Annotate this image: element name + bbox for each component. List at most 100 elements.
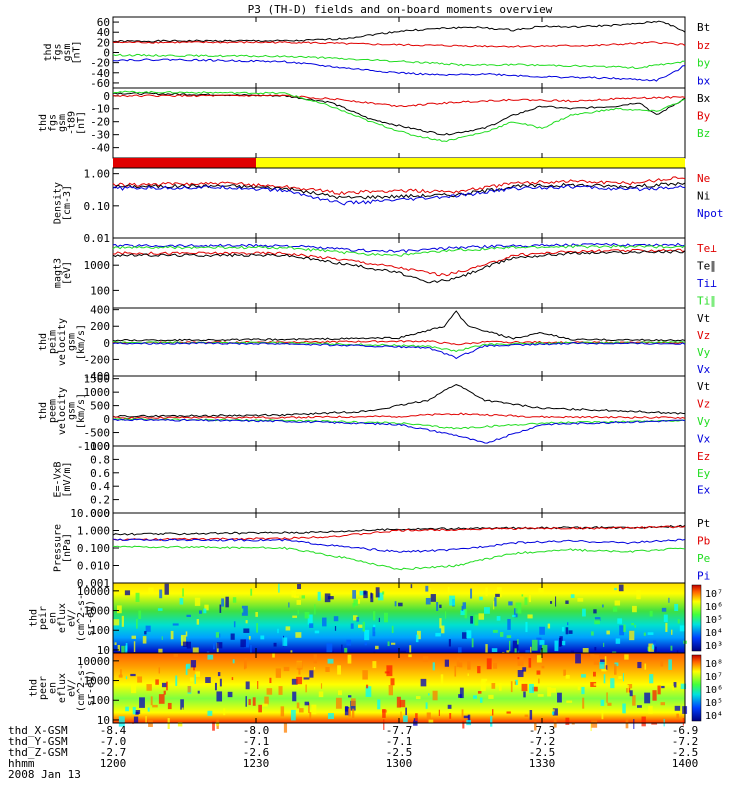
time-row-value: -8.0 bbox=[243, 724, 270, 737]
y-tick-label: 10 bbox=[97, 714, 110, 727]
spectrogram-cell bbox=[422, 656, 429, 662]
spectrogram-cell bbox=[643, 632, 646, 636]
spectrogram-cell bbox=[512, 614, 516, 618]
panel-frame bbox=[112, 167, 686, 239]
spectrogram-cell bbox=[478, 613, 485, 620]
spectrogram-cell bbox=[591, 631, 594, 636]
y-tick-label: 100 bbox=[90, 284, 110, 297]
panels: 6040200-20-40-60thdfgsgsm[nT]Btbzbybx0-1… bbox=[29, 16, 724, 733]
spectrogram-cell bbox=[373, 611, 376, 621]
y-label-line: en bbox=[48, 682, 59, 694]
spectrogram-cell bbox=[227, 691, 233, 698]
spectrogram-cell bbox=[170, 630, 174, 640]
y-label-line: Density bbox=[52, 182, 63, 224]
spectrogram-cell bbox=[460, 609, 467, 616]
spectrogram-cell bbox=[383, 612, 388, 623]
spectrogram-cell bbox=[131, 685, 137, 694]
spectrogram-cell bbox=[350, 623, 354, 629]
y-tick-label: 0.6 bbox=[90, 467, 110, 480]
spectrogram-cell bbox=[491, 709, 494, 716]
spectrogram-cell bbox=[593, 671, 596, 677]
spectrogram-cell bbox=[523, 691, 526, 698]
y-label-line: peir bbox=[38, 606, 49, 630]
spectrogram-cell bbox=[121, 645, 125, 657]
spectrogram-cell bbox=[296, 661, 303, 670]
spectrogram-cell bbox=[485, 587, 488, 597]
spectrogram-cell bbox=[148, 720, 153, 727]
spectrogram-cell bbox=[278, 686, 283, 695]
panel0-legend-2: by bbox=[697, 57, 711, 70]
spectrogram-cell bbox=[272, 653, 275, 658]
spectrogram-cell bbox=[558, 638, 562, 647]
spectrogram-cell bbox=[269, 677, 272, 684]
spectrogram-cell bbox=[516, 639, 519, 645]
spectrogram-cell bbox=[521, 683, 528, 692]
y-label-line: peer bbox=[38, 676, 49, 700]
spectrogram-cell bbox=[428, 693, 430, 696]
spectrogram-cell bbox=[195, 671, 201, 677]
spectrogram-cell bbox=[561, 626, 565, 632]
panel3-legend-0: Ne bbox=[697, 172, 710, 185]
spectrogram-cell bbox=[161, 682, 168, 688]
y-label-line: (cm^2-s- bbox=[76, 664, 87, 712]
y-tick-label: 0 bbox=[103, 337, 110, 350]
spectrogram-cell bbox=[244, 658, 247, 669]
spectrogram-cell bbox=[365, 686, 372, 697]
spectrogram-cell bbox=[624, 654, 629, 660]
spectrogram-cell bbox=[581, 674, 586, 678]
spectrogram-cell bbox=[241, 608, 244, 613]
time-axis: thd_X-GSM -8.4 -8.0 -7.7 -7.3 -6.9 thd_Y-GSM -7… bbox=[8, 724, 698, 770]
spectrogram-cell bbox=[391, 625, 394, 634]
spectrogram-cell bbox=[428, 719, 434, 724]
series-line-Te∥ bbox=[112, 250, 686, 284]
series-line-Vz bbox=[112, 412, 686, 420]
spectrogram-cell bbox=[590, 654, 595, 660]
spectrogram-cell bbox=[353, 599, 358, 606]
panel6-legend-3: Vx bbox=[697, 433, 711, 446]
spectrogram-cell bbox=[305, 684, 307, 693]
spectrogram-cell bbox=[466, 630, 472, 639]
panel8-legend-1: Pb bbox=[697, 535, 710, 548]
spectrogram-cell bbox=[493, 601, 495, 610]
spectrogram-cell bbox=[396, 696, 401, 708]
y-label-line: [nPa] bbox=[62, 533, 73, 563]
y-tick-label: 0.01 bbox=[84, 232, 111, 245]
y-label-line: eV/ bbox=[67, 679, 78, 697]
colorbar-tick: 10⁶ bbox=[705, 685, 723, 696]
y-tick-label: -500 bbox=[84, 427, 111, 440]
time-row-value: 1400 bbox=[672, 757, 699, 770]
panel4-legend-2: Ti⊥ bbox=[697, 277, 717, 290]
y-tick-label: 0.100 bbox=[77, 542, 110, 555]
y-tick-label: 1.00 bbox=[84, 168, 111, 181]
panel3-legend-2: Npot bbox=[697, 207, 724, 220]
y-tick-label: 0.001 bbox=[77, 577, 110, 590]
panel5-legend-3: Vx bbox=[697, 363, 711, 376]
spectrogram-cell bbox=[133, 641, 136, 652]
spectrogram-cell bbox=[594, 647, 597, 651]
y-label-line: velocity bbox=[57, 387, 68, 435]
spectrogram-cell bbox=[426, 712, 431, 720]
panel-frame bbox=[112, 237, 686, 309]
spectrogram-cell bbox=[166, 681, 168, 691]
spectrogram-cell bbox=[644, 663, 647, 670]
y-label-line: E=-VxB bbox=[52, 461, 63, 497]
spectrogram-cell bbox=[124, 590, 131, 596]
y-label-line: sr-eV) bbox=[86, 670, 97, 706]
spectrogram-cell bbox=[486, 658, 492, 670]
spectrogram-cell bbox=[248, 635, 251, 640]
spectrogram-cell bbox=[135, 710, 141, 714]
spectrogram-cell bbox=[390, 678, 395, 686]
spectrogram-cell bbox=[320, 683, 323, 689]
spectrogram-cell bbox=[198, 610, 202, 614]
spectrogram-cell bbox=[673, 682, 677, 688]
spectrogram-cell bbox=[459, 687, 464, 699]
panel-frame bbox=[112, 445, 686, 514]
panel0-legend-0: Bt bbox=[697, 21, 710, 34]
spectrogram-cell bbox=[515, 602, 522, 614]
panel4-legend-0: Te⊥ bbox=[697, 242, 717, 255]
spectrogram-cell bbox=[148, 587, 154, 594]
spectrogram-cell bbox=[232, 659, 235, 664]
